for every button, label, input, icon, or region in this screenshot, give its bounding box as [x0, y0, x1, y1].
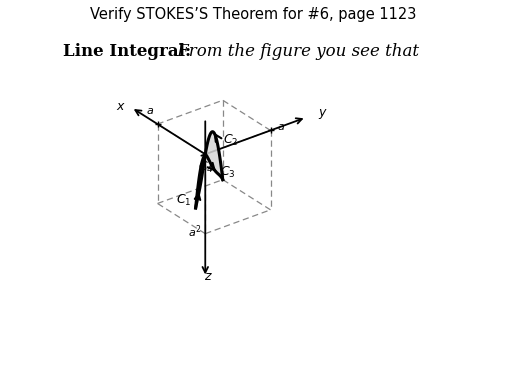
Text: y: y [318, 107, 325, 119]
Text: Line Integral:: Line Integral: [63, 43, 191, 60]
Polygon shape [205, 132, 223, 180]
Text: a: a [277, 122, 284, 132]
Text: x: x [116, 101, 124, 113]
Text: Verify STOKES’S Theorem for #6, page 1123: Verify STOKES’S Theorem for #6, page 112… [90, 7, 416, 22]
Text: z: z [204, 270, 210, 283]
Text: From the figure you see that: From the figure you see that [172, 43, 419, 60]
Text: $C_4$: $C_4$ [198, 160, 213, 175]
Text: $C_2$: $C_2$ [223, 133, 238, 148]
Text: $a^2$: $a^2$ [188, 223, 201, 240]
Text: $C_1$: $C_1$ [175, 193, 191, 208]
Polygon shape [196, 154, 205, 208]
Text: $C_3$: $C_3$ [220, 165, 235, 180]
Text: a: a [147, 106, 154, 116]
